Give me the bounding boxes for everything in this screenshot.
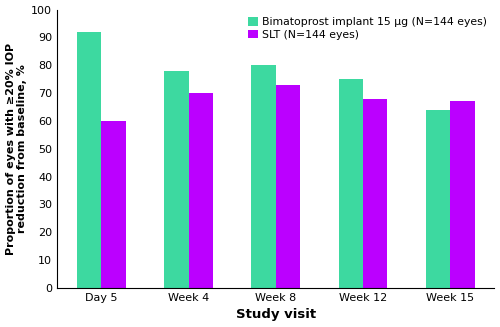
Bar: [426, 110, 450, 288]
Bar: [338, 79, 363, 288]
Bar: [188, 93, 213, 288]
Bar: [102, 121, 126, 288]
Bar: [252, 65, 276, 288]
X-axis label: Study visit: Study visit: [236, 308, 316, 321]
Bar: [77, 32, 102, 288]
Bar: [164, 71, 188, 288]
Bar: [363, 99, 388, 288]
Legend: Bimatoprost implant 15 μg (N=144 eyes), SLT (N=144 eyes): Bimatoprost implant 15 μg (N=144 eyes), …: [246, 15, 489, 42]
Bar: [450, 101, 474, 288]
Bar: [276, 85, 300, 288]
Y-axis label: Proportion of eyes with ≥20% IOP
reduction from baseline, %: Proportion of eyes with ≥20% IOP reducti…: [6, 43, 27, 255]
